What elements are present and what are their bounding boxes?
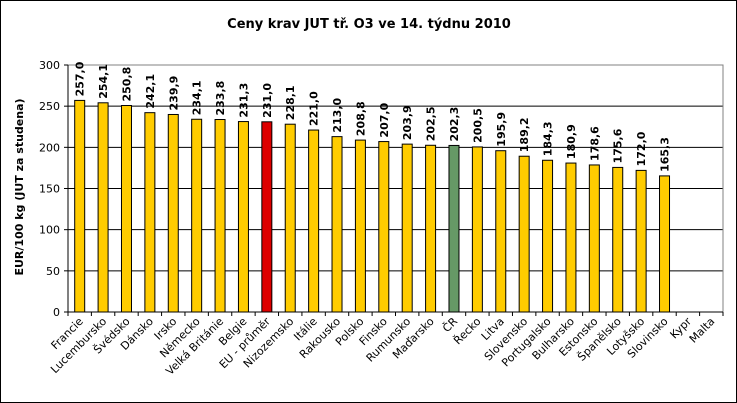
bar bbox=[284, 123, 296, 313]
data-label: 231,3 bbox=[237, 83, 250, 118]
bar bbox=[471, 146, 483, 313]
bar bbox=[214, 119, 226, 313]
bar bbox=[378, 141, 390, 313]
data-label: 180,9 bbox=[565, 124, 578, 159]
data-label: 203,9 bbox=[401, 105, 414, 140]
bar bbox=[518, 155, 530, 313]
data-label: 184,3 bbox=[542, 121, 555, 156]
data-label: 221,0 bbox=[308, 91, 321, 126]
y-tick-label: 50 bbox=[46, 265, 60, 278]
bar bbox=[167, 113, 179, 313]
data-label: 207,0 bbox=[378, 102, 391, 137]
bar bbox=[659, 175, 671, 313]
y-tick-label: 250 bbox=[39, 100, 60, 113]
y-tick-label: 100 bbox=[39, 224, 60, 237]
data-label: 233,8 bbox=[214, 81, 227, 116]
value-labels: 257,0 254,1 250,8 242,1 239,9 234,1 233,8 231,3… bbox=[74, 61, 672, 172]
bar bbox=[565, 162, 577, 313]
y-tick-label: 150 bbox=[39, 183, 60, 196]
bar bbox=[612, 166, 624, 313]
data-label: 254,1 bbox=[97, 64, 110, 99]
bar bbox=[448, 144, 460, 313]
bar bbox=[97, 102, 109, 313]
bar bbox=[331, 136, 343, 313]
data-label: 195,9 bbox=[495, 112, 508, 147]
bar bbox=[354, 139, 366, 313]
data-label: 228,1 bbox=[284, 85, 297, 120]
y-axis-title: EUR/100 kg (JUT za studena) bbox=[13, 98, 26, 275]
data-label: 175,6 bbox=[612, 128, 625, 163]
data-label: 202,5 bbox=[425, 106, 438, 141]
bars bbox=[74, 99, 671, 313]
data-label: 234,1 bbox=[191, 80, 204, 115]
data-label: 257,0 bbox=[74, 61, 87, 96]
data-label: 213,0 bbox=[331, 97, 344, 132]
y-tick-label: 300 bbox=[39, 59, 60, 72]
bar bbox=[191, 118, 203, 313]
y-tick-labels: 0 50 100 150 200 250 300 bbox=[39, 59, 60, 319]
y-tick-label: 0 bbox=[53, 306, 60, 319]
data-label: 165,3 bbox=[659, 137, 672, 172]
data-label: 200,5 bbox=[471, 108, 484, 143]
category-label: Malta bbox=[687, 315, 718, 346]
data-label: 208,8 bbox=[354, 101, 367, 136]
data-label: 189,2 bbox=[518, 117, 531, 152]
axes bbox=[64, 64, 724, 316]
bar bbox=[144, 112, 156, 313]
data-label: 242,1 bbox=[144, 74, 157, 109]
data-label: 239,9 bbox=[167, 76, 180, 111]
data-label: 231,0 bbox=[261, 83, 274, 118]
bar bbox=[261, 121, 273, 313]
bar bbox=[237, 121, 249, 313]
bar bbox=[308, 129, 320, 313]
bar bbox=[495, 150, 507, 313]
bar bbox=[635, 169, 647, 313]
data-label: 178,6 bbox=[588, 126, 601, 161]
bar bbox=[425, 144, 437, 313]
bar bbox=[401, 143, 413, 313]
chart-title: Ceny krav JUT tř. O3 ve 14. týdnu 2010 bbox=[227, 17, 511, 32]
data-label: 202,3 bbox=[448, 107, 461, 142]
bar bbox=[74, 99, 86, 313]
bar bbox=[120, 105, 132, 313]
gridlines bbox=[68, 64, 723, 272]
bar bbox=[542, 159, 554, 313]
data-label: 172,0 bbox=[635, 131, 648, 166]
category-labels: FrancieLucemburskoŠvédskoDánskoIrskoNěme… bbox=[48, 315, 717, 378]
y-tick-label: 200 bbox=[39, 141, 60, 154]
data-label: 250,8 bbox=[120, 67, 133, 102]
bar bbox=[588, 164, 600, 313]
category-label: Řecko bbox=[451, 315, 483, 347]
